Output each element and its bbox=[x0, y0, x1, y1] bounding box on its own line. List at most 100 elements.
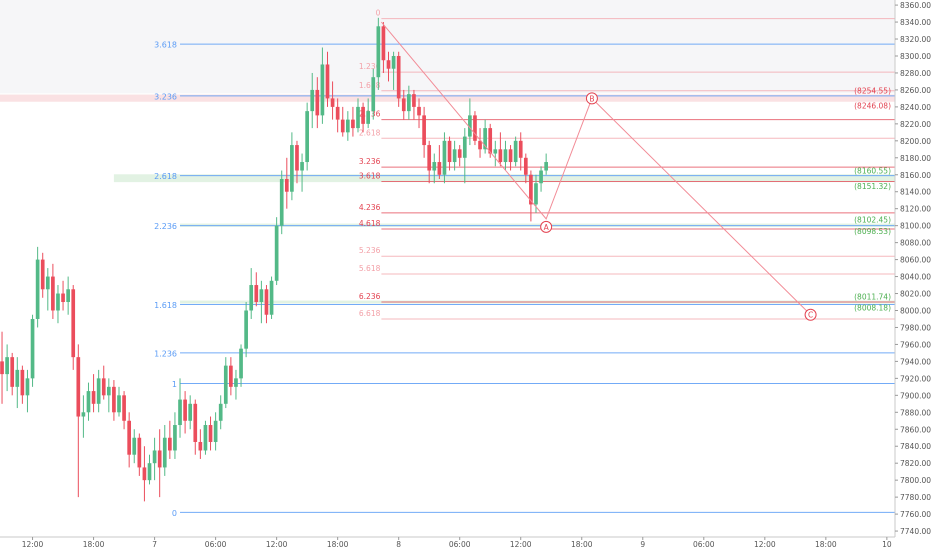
fib-zone-band-1 bbox=[113, 174, 896, 183]
price-tick-label-25: 7860.00 bbox=[900, 425, 931, 434]
candle-body-9 bbox=[45, 276, 50, 290]
candle-body-53 bbox=[269, 280, 274, 315]
candle-body-34 bbox=[173, 425, 177, 451]
candle-body-87 bbox=[442, 140, 447, 175]
candle-body-52 bbox=[264, 289, 269, 315]
fib-label-blue-0: 3.618 bbox=[154, 41, 177, 50]
fib-label-red-6: 3.618 bbox=[359, 172, 381, 181]
fib-label-red-4: 2.618 bbox=[359, 128, 381, 137]
candle-body-62 bbox=[315, 89, 320, 116]
wave-marker-a bbox=[540, 220, 553, 233]
price-tick-label-15: 8060.00 bbox=[900, 256, 931, 265]
candle-body-26 bbox=[132, 437, 137, 455]
time-tick-label-2: 7 bbox=[152, 540, 157, 549]
candle-body-79 bbox=[401, 98, 406, 112]
candle-body-98 bbox=[498, 149, 503, 163]
candles bbox=[0, 17, 548, 502]
candle-body-42 bbox=[213, 420, 218, 442]
price-tick-label-2: 8320.00 bbox=[900, 35, 931, 44]
candle-body-5 bbox=[25, 378, 30, 396]
candle-body-30 bbox=[152, 450, 157, 464]
price-tick-label-29: 7780.00 bbox=[900, 493, 931, 502]
price-tick-label-18: 8000.00 bbox=[900, 306, 931, 315]
candle-body-102 bbox=[518, 140, 523, 158]
candle-body-97 bbox=[493, 149, 498, 154]
price-tick-label-27: 7820.00 bbox=[900, 459, 931, 468]
candle-body-15 bbox=[76, 357, 81, 417]
time-tick-label-13: 18:00 bbox=[815, 540, 837, 549]
time-tick-label-7: 06:00 bbox=[449, 540, 471, 549]
fib-label-blue-6: 1 bbox=[172, 380, 177, 389]
candle-body-69 bbox=[351, 119, 355, 129]
candle-body-22 bbox=[112, 386, 116, 413]
abc-wave-projection: A B C bbox=[381, 21, 817, 321]
price-tick-label-20: 7960.00 bbox=[900, 340, 931, 349]
candle-body-72 bbox=[366, 111, 371, 124]
fib-label-red-12: 6.618 bbox=[359, 309, 381, 318]
candle-body-44 bbox=[223, 365, 228, 404]
fib-label-red-8: 4.618 bbox=[359, 219, 381, 228]
candle-body-45 bbox=[229, 365, 233, 387]
price-tick-label-10: 8160.00 bbox=[900, 171, 931, 180]
time-tick-label-1: 18:00 bbox=[83, 540, 105, 549]
candle-body-24 bbox=[122, 395, 126, 421]
price-tag-3: (8151.32) bbox=[854, 182, 891, 191]
candle-body-48 bbox=[244, 310, 248, 349]
candle-body-89 bbox=[452, 149, 457, 163]
candle-body-61 bbox=[310, 89, 315, 112]
candle-body-1 bbox=[5, 357, 9, 375]
candle-body-83 bbox=[422, 115, 426, 146]
fib-label-blue-7: 0 bbox=[172, 509, 177, 518]
candle-body-25 bbox=[127, 420, 132, 455]
candle-body-17 bbox=[86, 391, 91, 413]
candle-body-50 bbox=[254, 285, 259, 303]
fib-extension-blue: 3.618 3.236 2.618 2.236 1.618 1.236 1 0 bbox=[154, 41, 895, 518]
candle-body-92 bbox=[468, 115, 472, 137]
price-tick-label-1: 8340.00 bbox=[900, 18, 931, 27]
candle-body-104 bbox=[529, 174, 533, 205]
candle-body-36 bbox=[183, 399, 187, 421]
candle-body-18 bbox=[91, 391, 96, 404]
candle-body-20 bbox=[101, 378, 106, 396]
price-tick-label-22: 7920.00 bbox=[900, 374, 931, 383]
fib-label-blue-5: 1.236 bbox=[154, 349, 177, 358]
candle-body-105 bbox=[534, 183, 538, 205]
candle-body-85 bbox=[432, 162, 437, 171]
candle-body-86 bbox=[437, 162, 442, 175]
candle-body-93 bbox=[473, 115, 477, 141]
price-tick-label-17: 8020.00 bbox=[900, 290, 931, 299]
price-axis: 8360.00 8340.00 8320.00 8300.00 8280.00 8260.… bbox=[894, 0, 931, 537]
candle-body-106 bbox=[539, 170, 543, 184]
candle-body-66 bbox=[335, 106, 340, 120]
candle-body-84 bbox=[427, 145, 432, 171]
time-tick-label-6: 8 bbox=[396, 540, 401, 549]
candle-body-77 bbox=[391, 55, 396, 69]
candle-body-40 bbox=[203, 425, 208, 451]
fib-label-red-2: 1.618 bbox=[359, 81, 381, 90]
time-tick-label-14: 10 bbox=[882, 540, 892, 549]
price-tag-2: (8160.55) bbox=[854, 166, 891, 175]
price-tags: (8254.55) (8246.08) (8160.55) (8151.32) (810… bbox=[854, 87, 891, 313]
candle-body-100 bbox=[508, 149, 513, 163]
candle-body-8 bbox=[40, 259, 45, 290]
candle-body-19 bbox=[96, 378, 101, 404]
price-tick-label-13: 8100.00 bbox=[900, 222, 931, 231]
candle-body-31 bbox=[157, 450, 162, 468]
candle-body-23 bbox=[117, 395, 121, 413]
price-tag-7: (8008.18) bbox=[854, 304, 891, 313]
candle-body-94 bbox=[478, 140, 482, 150]
candle-body-55 bbox=[279, 179, 284, 226]
candle-body-99 bbox=[503, 149, 508, 163]
candle-body-70 bbox=[356, 106, 360, 129]
candle-body-49 bbox=[249, 285, 254, 311]
candle-body-90 bbox=[457, 149, 462, 158]
candle-body-7 bbox=[35, 259, 40, 319]
fib-label-blue-1: 3.236 bbox=[154, 92, 177, 101]
price-tick-label-12: 8120.00 bbox=[900, 205, 931, 214]
candle-body-11 bbox=[56, 293, 60, 311]
candle-body-91 bbox=[462, 136, 467, 158]
fib-label-red-1: 1.236 bbox=[359, 62, 381, 71]
price-tag-4: (8102.45) bbox=[854, 216, 891, 225]
